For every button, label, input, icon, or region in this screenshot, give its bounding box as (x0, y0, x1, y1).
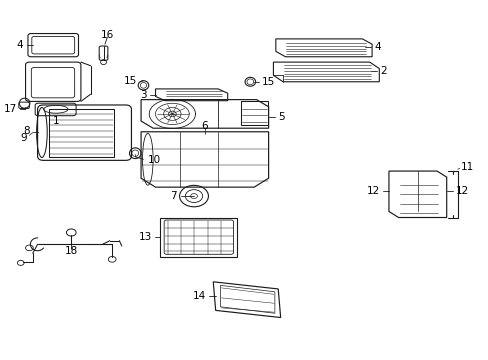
Text: 2: 2 (379, 66, 386, 76)
Text: 13: 13 (138, 232, 151, 242)
Text: 10: 10 (148, 155, 161, 165)
Text: 12: 12 (366, 186, 379, 197)
Text: 14: 14 (193, 291, 206, 301)
Text: 12: 12 (455, 186, 468, 197)
Text: 1: 1 (52, 116, 59, 126)
Bar (49, 109, 113, 157)
Text: 3: 3 (140, 90, 146, 100)
Text: 18: 18 (64, 247, 78, 256)
Text: 11: 11 (460, 162, 473, 172)
Text: 4: 4 (17, 40, 23, 50)
Bar (241, 102, 267, 125)
Text: 15: 15 (261, 77, 274, 87)
Text: 4: 4 (373, 42, 380, 52)
Text: 5: 5 (277, 112, 284, 122)
Text: 16: 16 (101, 30, 114, 40)
Text: 15: 15 (124, 76, 137, 86)
Text: 6: 6 (201, 121, 207, 131)
Text: 9: 9 (20, 133, 26, 143)
Text: 7: 7 (170, 191, 177, 201)
Bar (160, 217, 237, 257)
Text: 17: 17 (3, 104, 17, 113)
Text: 8: 8 (23, 126, 29, 136)
